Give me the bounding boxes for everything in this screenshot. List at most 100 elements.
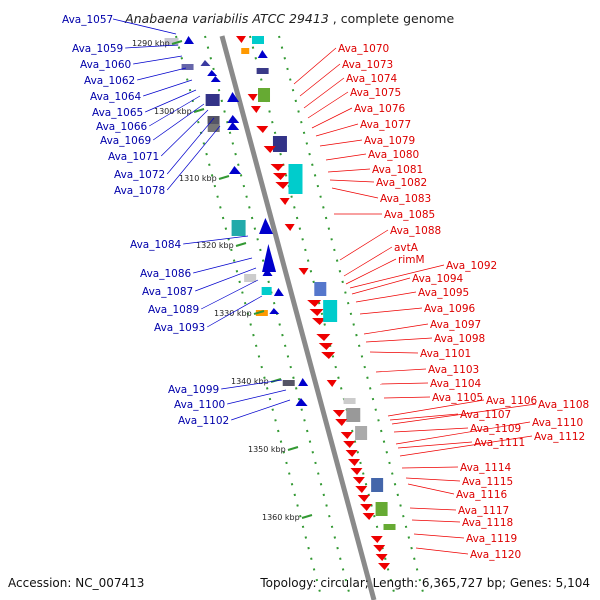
gene-arrow-reverse[interactable]: [250, 106, 261, 113]
gene-label-reverse[interactable]: Ava_1116: [456, 489, 508, 501]
gene-label-reverse[interactable]: Ava_1096: [424, 303, 476, 315]
gene-arrow-reverse[interactable]: [256, 126, 269, 133]
gene-label-reverse[interactable]: Ava_1080: [368, 149, 419, 161]
gene-label-reverse[interactable]: Ava_1120: [470, 549, 521, 561]
gene-label-reverse[interactable]: Ava_1097: [430, 319, 481, 331]
gene-label-forward[interactable]: Ava_1099: [168, 384, 219, 396]
gene-arrow-forward[interactable]: [210, 76, 221, 82]
gene-block[interactable]: [272, 136, 287, 152]
gene-arrow-forward[interactable]: [298, 378, 309, 386]
gene-arrow-forward[interactable]: [269, 308, 280, 314]
gene-label-reverse[interactable]: Ava_1104: [430, 378, 482, 390]
gene-label-reverse[interactable]: Ava_1103: [428, 364, 479, 376]
gene-label-reverse[interactable]: Ava_1118: [462, 517, 513, 529]
gene-arrow-reverse[interactable]: [370, 536, 383, 543]
gene-label-forward[interactable]: Ava_1086: [140, 268, 192, 280]
gene-label-forward[interactable]: Ava_1089: [148, 304, 199, 316]
gene-arrow-forward[interactable]: [207, 70, 218, 76]
gene-arrow-forward[interactable]: [259, 218, 274, 234]
gene-arrow-reverse[interactable]: [343, 441, 356, 448]
gene-label-forward[interactable]: Ava_1093: [154, 322, 205, 334]
gene-block[interactable]: [343, 398, 356, 404]
gene-arrow-reverse[interactable]: [316, 334, 331, 341]
gene-label-reverse[interactable]: Ava_1092: [446, 260, 497, 272]
gene-arrow-reverse[interactable]: [270, 164, 285, 171]
gene-arrow-reverse[interactable]: [307, 300, 322, 307]
gene-label-forward[interactable]: Ava_1064: [90, 91, 142, 103]
gene-arrow-reverse[interactable]: [275, 182, 290, 189]
gene-arrow-reverse[interactable]: [375, 554, 388, 561]
gene-label-forward[interactable]: Ava_1087: [142, 286, 193, 298]
gene-arrow-reverse[interactable]: [263, 146, 276, 153]
gene-arrow-reverse[interactable]: [352, 477, 365, 484]
gene-label-reverse[interactable]: Ava_1082: [376, 177, 427, 189]
gene-label-reverse[interactable]: Ava_1110: [532, 417, 583, 429]
gene-label-reverse[interactable]: Ava_1112: [534, 431, 585, 443]
gene-label-reverse[interactable]: Ava_1106: [486, 395, 538, 407]
gene-label-forward[interactable]: Ava_1100: [174, 399, 225, 411]
gene-label-reverse[interactable]: Ava_1075: [350, 87, 401, 99]
gene-block[interactable]: [355, 426, 368, 440]
gene-arrow-reverse[interactable]: [335, 419, 348, 426]
gene-arrow-reverse[interactable]: [309, 309, 324, 316]
gene-block[interactable]: [256, 68, 269, 74]
gene-label-forward[interactable]: Ava_1084: [130, 239, 182, 251]
gene-label-reverse[interactable]: Ava_1081: [372, 164, 423, 176]
gene-label-reverse[interactable]: Ava_1077: [360, 119, 411, 131]
gene-arrow-reverse[interactable]: [312, 318, 326, 325]
gene-arrow-forward[interactable]: [262, 268, 273, 276]
gene-label-reverse[interactable]: Ava_1114: [460, 462, 512, 474]
gene-label-reverse[interactable]: Ava_1088: [390, 225, 441, 237]
gene-label-reverse[interactable]: Ava_1111: [474, 437, 525, 449]
gene-arrow-reverse[interactable]: [355, 486, 368, 493]
gene-label-reverse[interactable]: Ava_1117: [458, 505, 509, 517]
gene-block[interactable]: [383, 524, 396, 530]
gene-block[interactable]: [375, 502, 388, 516]
gene-arrow-forward[interactable]: [227, 122, 240, 130]
gene-arrow-reverse[interactable]: [279, 198, 290, 205]
gene-label-reverse[interactable]: Ava_1109: [470, 423, 521, 435]
gene-arrow-reverse[interactable]: [340, 432, 353, 439]
gene-arrow-reverse[interactable]: [332, 410, 345, 417]
gene-label-forward[interactable]: Ava_1071: [108, 151, 159, 163]
gene-label-forward[interactable]: Ava_1059: [72, 43, 123, 55]
gene-label-forward[interactable]: Ava_1065: [92, 107, 143, 119]
gene-block[interactable]: [164, 38, 179, 46]
gene-label-forward[interactable]: Ava_1066: [96, 121, 148, 133]
gene-label-reverse[interactable]: Ava_1095: [418, 287, 469, 299]
gene-block[interactable]: [371, 478, 384, 492]
gene-block[interactable]: [258, 88, 271, 102]
gene-arrow-reverse[interactable]: [362, 513, 375, 520]
gene-arrow-reverse[interactable]: [357, 495, 370, 502]
gene-block[interactable]: [205, 94, 220, 106]
gene-label-reverse[interactable]: Ava_1105: [432, 392, 483, 404]
gene-block[interactable]: [231, 220, 246, 236]
gene-arrow-forward[interactable]: [273, 288, 284, 296]
gene-arrow-forward[interactable]: [184, 36, 194, 44]
gene-block[interactable]: [244, 274, 257, 282]
gene-block[interactable]: [255, 310, 268, 316]
gene-block[interactable]: [207, 124, 220, 132]
gene-block[interactable]: [282, 380, 295, 386]
gene-arrow-reverse[interactable]: [321, 352, 336, 359]
gene-block[interactable]: [346, 408, 361, 422]
gene-arrow-reverse[interactable]: [373, 545, 386, 552]
gene-block[interactable]: [314, 282, 327, 296]
gene-label-reverse[interactable]: Ava_1098: [434, 333, 485, 345]
gene-label-forward[interactable]: Ava_1062: [84, 75, 135, 87]
gene-label-reverse[interactable]: Ava_1108: [538, 399, 589, 411]
gene-label-reverse[interactable]: Ava_1074: [346, 73, 398, 85]
gene-label-forward[interactable]: Ava_1102: [178, 415, 229, 427]
gene-label-reverse[interactable]: Ava_1094: [412, 273, 464, 285]
gene-label-reverse[interactable]: Ava_1101: [420, 348, 471, 360]
gene-label-reverse[interactable]: Ava_1085: [384, 209, 435, 221]
gene-label-reverse[interactable]: Ava_1107: [460, 409, 511, 421]
gene-arrow-forward[interactable]: [295, 398, 308, 406]
gene-label-forward[interactable]: Ava_1078: [114, 185, 165, 197]
gene-arrow-reverse[interactable]: [298, 268, 309, 275]
gene-block[interactable]: [181, 64, 194, 70]
gene-arrow-reverse[interactable]: [350, 468, 363, 475]
gene-label-reverse[interactable]: avtA: [394, 242, 419, 254]
gene-arrow-forward[interactable]: [262, 244, 277, 272]
gene-block[interactable]: [252, 36, 264, 44]
